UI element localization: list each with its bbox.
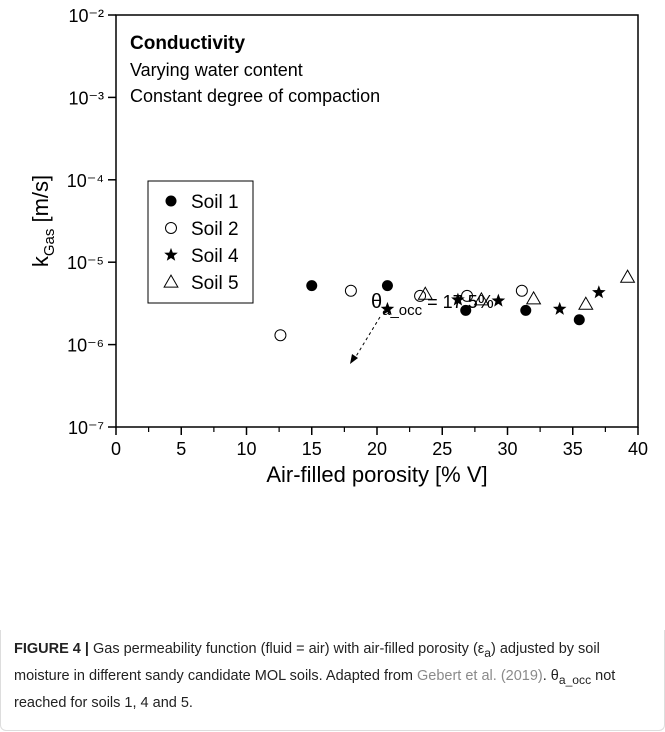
- marker: [592, 285, 606, 299]
- x-tick-label: 35: [563, 439, 583, 459]
- caption-link[interactable]: Gebert et al. (2019): [417, 667, 543, 684]
- marker: [344, 284, 357, 297]
- legend-label: Soil 1: [191, 192, 239, 213]
- x-tick-label: 10: [236, 439, 256, 459]
- y-tick-label: 10⁻⁵: [67, 253, 104, 273]
- marker: [460, 304, 472, 316]
- legend-marker: [165, 195, 177, 207]
- y-label-unit: [m/s]: [28, 175, 53, 229]
- x-axis-label: Air-filled porosity [% V]: [266, 462, 487, 487]
- callout-arrowhead: [350, 354, 358, 364]
- marker: [274, 329, 287, 342]
- x-tick-label: 20: [367, 439, 387, 459]
- marker: [380, 301, 395, 315]
- marker: [451, 292, 465, 306]
- caption-text: Gas permeability function (fluid = air) …: [88, 641, 485, 657]
- legend-label: Soil 4: [191, 246, 239, 267]
- y-tick-label: 10⁻⁷: [68, 418, 104, 438]
- caption-text: . θ: [542, 667, 559, 684]
- caption-text: ) adjusted by soil moisture in different…: [14, 641, 600, 684]
- annotation: Varying water content: [130, 60, 303, 80]
- callout-main: θ: [371, 291, 382, 313]
- x-tick-label: 5: [176, 439, 186, 459]
- marker: [578, 296, 594, 310]
- marker: [491, 293, 506, 307]
- marker: [515, 284, 528, 297]
- marker: [306, 280, 318, 292]
- x-tick-label: 30: [497, 439, 517, 459]
- marker: [417, 286, 434, 300]
- caption: FIGURE 4 | Gas permeability function (fl…: [14, 638, 644, 715]
- x-tick-label: 25: [432, 439, 452, 459]
- legend-marker: [164, 247, 178, 261]
- marker: [520, 304, 532, 316]
- callout-sub: a_occ: [382, 302, 423, 319]
- marker: [461, 289, 474, 302]
- y-tick-label: 10⁻²: [68, 6, 104, 26]
- callout-arrow: [354, 316, 381, 359]
- marker: [552, 301, 567, 315]
- annotation: Conductivity: [130, 33, 245, 54]
- marker: [473, 291, 490, 306]
- marker: [525, 290, 542, 305]
- marker: [414, 289, 427, 302]
- y-axis-label: kGas [m/s]: [28, 175, 58, 267]
- legend-marker: [165, 222, 177, 234]
- annotation: Constant degree of compaction: [130, 86, 380, 106]
- y-tick-label: 10⁻⁶: [67, 336, 104, 356]
- y-tick-label: 10⁻³: [68, 88, 104, 108]
- legend-marker: [163, 274, 179, 288]
- x-tick-label: 40: [628, 439, 648, 459]
- legend-label: Soil 5: [191, 273, 239, 294]
- caption-sub: a_occ: [558, 672, 592, 687]
- caption-text: not reached for soils 1, 4 and 5.: [14, 667, 616, 711]
- y-label-sub: Gas: [41, 229, 58, 257]
- marker: [573, 314, 585, 326]
- marker: [619, 269, 636, 283]
- x-tick-label: 0: [111, 439, 121, 459]
- legend-box: [147, 180, 254, 304]
- marker: [381, 280, 393, 292]
- y-label-main: k: [28, 255, 53, 267]
- x-tick-label: 15: [302, 439, 322, 459]
- caption-sub: a: [484, 645, 491, 660]
- chart: Conductivity Varying water content Const…: [28, 6, 648, 487]
- caption-label: FIGURE 4 |: [14, 641, 89, 657]
- y-tick-label: 10⁻⁴: [67, 171, 104, 191]
- legend-label: Soil 2: [191, 219, 239, 240]
